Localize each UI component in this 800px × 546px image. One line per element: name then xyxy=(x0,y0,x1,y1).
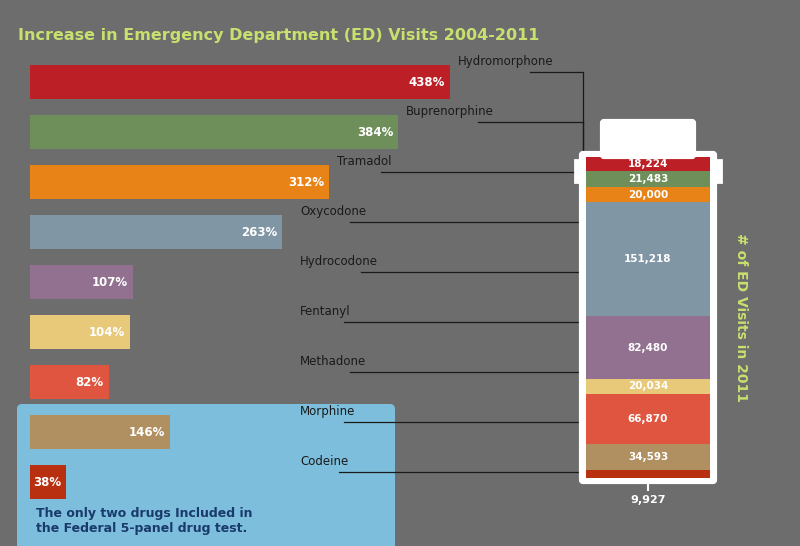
Text: 312%: 312% xyxy=(288,175,324,188)
Text: 438%: 438% xyxy=(409,75,445,88)
FancyBboxPatch shape xyxy=(17,404,395,546)
Text: 384%: 384% xyxy=(357,126,394,139)
Bar xyxy=(586,444,710,471)
Text: 151,218: 151,218 xyxy=(624,254,672,264)
Text: Hydrocodone: Hydrocodone xyxy=(300,255,378,268)
Text: 104%: 104% xyxy=(89,325,125,339)
Bar xyxy=(713,160,721,182)
Text: Buprenorphine: Buprenorphine xyxy=(406,105,494,118)
Text: 66,870: 66,870 xyxy=(628,414,668,424)
Bar xyxy=(586,171,710,187)
Text: Hydromorphone: Hydromorphone xyxy=(458,55,554,68)
Text: Morphine: Morphine xyxy=(300,405,355,418)
Bar xyxy=(586,157,710,171)
Bar xyxy=(575,160,583,182)
Bar xyxy=(586,316,710,379)
Bar xyxy=(30,115,398,149)
Text: 146%: 146% xyxy=(129,425,165,438)
Bar xyxy=(30,215,282,249)
Bar xyxy=(713,160,721,182)
Bar xyxy=(30,465,66,499)
Bar xyxy=(586,187,710,202)
Text: 263%: 263% xyxy=(241,225,277,239)
Text: 38%: 38% xyxy=(34,476,62,489)
Text: Oxycodone: Oxycodone xyxy=(300,205,366,218)
Text: Methadone: Methadone xyxy=(300,355,366,368)
Text: 107%: 107% xyxy=(91,276,128,288)
Bar xyxy=(586,471,710,478)
Text: 21,483: 21,483 xyxy=(628,174,668,184)
Text: Codeine: Codeine xyxy=(300,455,348,468)
Bar xyxy=(30,165,329,199)
Text: 34,593: 34,593 xyxy=(628,453,668,462)
Text: Tramadol: Tramadol xyxy=(337,155,392,168)
Text: 82,480: 82,480 xyxy=(628,342,668,353)
Bar xyxy=(30,265,133,299)
FancyBboxPatch shape xyxy=(581,153,715,482)
Text: Increase in Emergency Department (ED) Visits 2004-2011: Increase in Emergency Department (ED) Vi… xyxy=(18,28,539,43)
Text: The only two drugs Included in
the Federal 5-panel drug test.: The only two drugs Included in the Feder… xyxy=(36,507,253,535)
Text: 82%: 82% xyxy=(75,376,104,389)
FancyBboxPatch shape xyxy=(602,121,694,157)
Bar xyxy=(586,394,710,444)
Text: Fentanyl: Fentanyl xyxy=(300,305,350,318)
Text: 20,000: 20,000 xyxy=(628,189,668,199)
Bar xyxy=(30,365,109,399)
Text: 9,927: 9,927 xyxy=(630,495,666,505)
Bar xyxy=(575,160,583,182)
Bar xyxy=(586,379,710,394)
Text: # of ED Visits in 2011: # of ED Visits in 2011 xyxy=(734,233,748,402)
Bar xyxy=(586,202,710,316)
Text: 18,224: 18,224 xyxy=(628,159,668,169)
Text: 20,034: 20,034 xyxy=(628,381,668,391)
Bar xyxy=(30,65,450,99)
Bar xyxy=(30,315,130,349)
Bar xyxy=(30,415,170,449)
